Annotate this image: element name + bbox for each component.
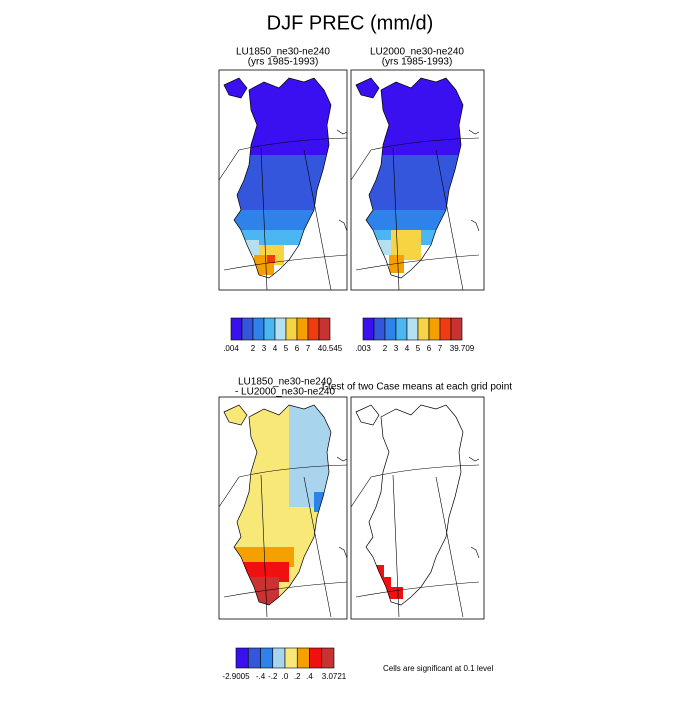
color-swatch xyxy=(284,647,298,669)
color-swatch xyxy=(235,647,249,669)
cells xyxy=(356,78,463,273)
colorbar-label: -.4 xyxy=(256,672,266,681)
colorbar-label: 2 xyxy=(383,344,388,353)
cell xyxy=(381,577,391,587)
colorbar-label: 5 xyxy=(284,344,289,353)
cell xyxy=(383,587,403,599)
color-swatch xyxy=(230,317,243,341)
colorbar-label: 6 xyxy=(295,344,300,353)
color-swatch xyxy=(321,647,335,669)
color-swatch xyxy=(309,647,323,669)
panel-title: t-test of two Case means at each grid po… xyxy=(322,382,512,393)
panel-subtitle: (yrs 1985-1993) xyxy=(248,57,319,68)
cells xyxy=(224,405,331,605)
color-swatch xyxy=(263,317,276,341)
color-swatch xyxy=(439,317,452,341)
colorbar-label: 7 xyxy=(438,344,443,353)
color-swatch xyxy=(318,317,331,341)
color-swatch xyxy=(260,647,274,669)
colorbar: .003 2 3 4 5 6 7 39.709 xyxy=(355,317,475,353)
colorbar-label: 5 xyxy=(416,344,421,353)
color-swatch xyxy=(241,317,254,341)
color-swatch xyxy=(272,647,286,669)
colorbar-label: 3 xyxy=(394,344,399,353)
colorbar: .004 2 3 4 5 6 7 40.545 xyxy=(223,317,343,353)
colorbar-label: 2 xyxy=(251,344,256,353)
cell xyxy=(389,255,404,273)
color-swatch xyxy=(296,317,309,341)
colorbar-label: 3.0721 xyxy=(322,672,347,681)
map-panel xyxy=(218,69,348,291)
color-swatch xyxy=(307,317,320,341)
cells xyxy=(376,565,403,599)
color-swatch xyxy=(362,317,375,341)
cell xyxy=(356,155,463,210)
colorbar-label: .0 xyxy=(282,672,289,681)
colorbar-label: .004 xyxy=(223,344,239,353)
color-swatch xyxy=(274,317,287,341)
cell xyxy=(356,78,463,155)
colorbar-label: .2 xyxy=(294,672,301,681)
colorbar-label: 39.709 xyxy=(450,344,475,353)
panel-title: LU1850_ne30-ne240 xyxy=(238,377,332,388)
cell xyxy=(224,78,331,155)
cell xyxy=(314,492,324,512)
colorbar-label: -2.9005 xyxy=(222,672,250,681)
colorbar-label: -.2 xyxy=(268,672,278,681)
color-swatch xyxy=(395,317,408,341)
cell xyxy=(224,155,331,210)
cell xyxy=(361,240,391,255)
note: Cells are significant at 0.1 level xyxy=(383,664,494,673)
cell xyxy=(267,255,275,263)
cell xyxy=(289,405,331,507)
panel-subtitle: - LU2000_ne30-ne240 xyxy=(235,387,336,398)
cell xyxy=(224,165,269,215)
color-swatch xyxy=(450,317,463,341)
color-swatch xyxy=(373,317,386,341)
colorbar: -2.9005 -.4 -.2 .0 .2 .4 3.0721 xyxy=(222,647,347,681)
color-swatch xyxy=(252,317,265,341)
map-panel xyxy=(218,396,348,620)
panel-title: LU2000_ne30-ne240 xyxy=(370,47,464,58)
color-swatch xyxy=(417,317,430,341)
colorbar-label: 4 xyxy=(273,344,278,353)
colorbar-label: 7 xyxy=(306,344,311,353)
panel-title: LU1850_ne30-ne240 xyxy=(236,47,330,58)
colorbar-label: 6 xyxy=(427,344,432,353)
cell xyxy=(356,165,401,215)
figure-title: DJF PREC (mm/d) xyxy=(267,12,434,34)
map-panel xyxy=(350,396,485,620)
cell xyxy=(224,230,331,245)
colorbar-label: .003 xyxy=(355,344,371,353)
color-swatch xyxy=(406,317,419,341)
cells xyxy=(224,78,331,275)
cell xyxy=(356,210,463,230)
color-swatch xyxy=(384,317,397,341)
colorbar-label: 3 xyxy=(262,344,267,353)
colorbar-label: 40.545 xyxy=(318,344,343,353)
color-swatch xyxy=(247,647,261,669)
color-swatch xyxy=(428,317,441,341)
colorbar-label: .4 xyxy=(306,672,313,681)
map-panel xyxy=(350,69,485,291)
cell xyxy=(224,210,331,230)
panel-subtitle: (yrs 1985-1993) xyxy=(382,57,453,68)
cell xyxy=(244,577,279,605)
color-swatch xyxy=(285,317,298,341)
cell xyxy=(229,240,259,255)
color-swatch xyxy=(296,647,310,669)
cell xyxy=(376,565,384,577)
colorbar-label: 4 xyxy=(405,344,410,353)
